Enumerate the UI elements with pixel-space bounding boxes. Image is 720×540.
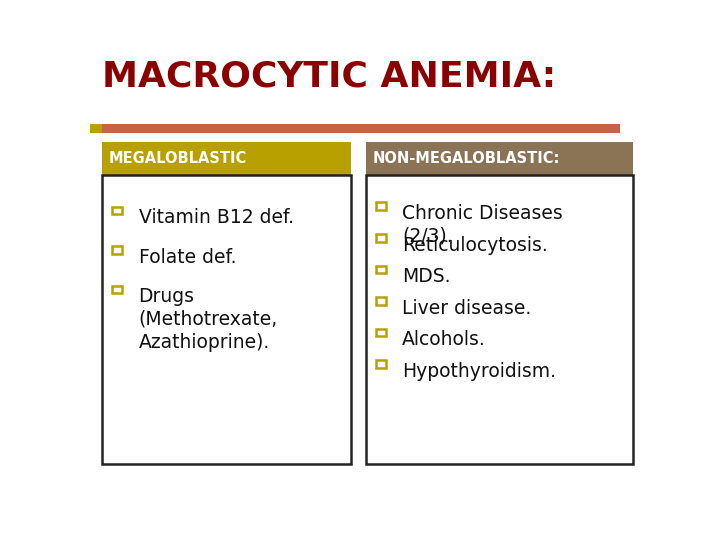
Text: Alcohols.: Alcohols.	[402, 330, 486, 349]
Text: Chronic Diseases
(2/3).: Chronic Diseases (2/3).	[402, 204, 562, 246]
Bar	[112, 207, 122, 214]
Bar	[90, 124, 102, 133]
Bar	[112, 246, 122, 254]
Bar	[376, 360, 386, 368]
Text: MDS.: MDS.	[402, 267, 451, 286]
Bar	[102, 141, 351, 175]
Bar	[102, 124, 620, 133]
Text: Hypothyroidism.: Hypothyroidism.	[402, 362, 556, 381]
Text: Liver disease.: Liver disease.	[402, 299, 531, 318]
Text: Reticulocytosis.: Reticulocytosis.	[402, 235, 548, 254]
Text: Vitamin B12 def.: Vitamin B12 def.	[138, 208, 294, 227]
Bar	[376, 329, 386, 336]
Bar	[376, 202, 386, 210]
Text: Folate def.: Folate def.	[138, 247, 236, 267]
Text: MACROCYTIC ANEMIA:: MACROCYTIC ANEMIA:	[102, 60, 557, 94]
Bar	[112, 286, 122, 293]
Bar	[376, 297, 386, 305]
Bar	[376, 234, 386, 241]
Text: Drugs
(Methotrexate,
Azathioprine).: Drugs (Methotrexate, Azathioprine).	[138, 287, 278, 352]
Text: NON-MEGALOBLASTIC:: NON-MEGALOBLASTIC:	[372, 151, 559, 166]
Bar	[366, 175, 634, 464]
Bar	[366, 141, 634, 175]
Bar	[102, 175, 351, 464]
Bar	[376, 266, 386, 273]
Text: MEGALOBLASTIC: MEGALOBLASTIC	[109, 151, 247, 166]
